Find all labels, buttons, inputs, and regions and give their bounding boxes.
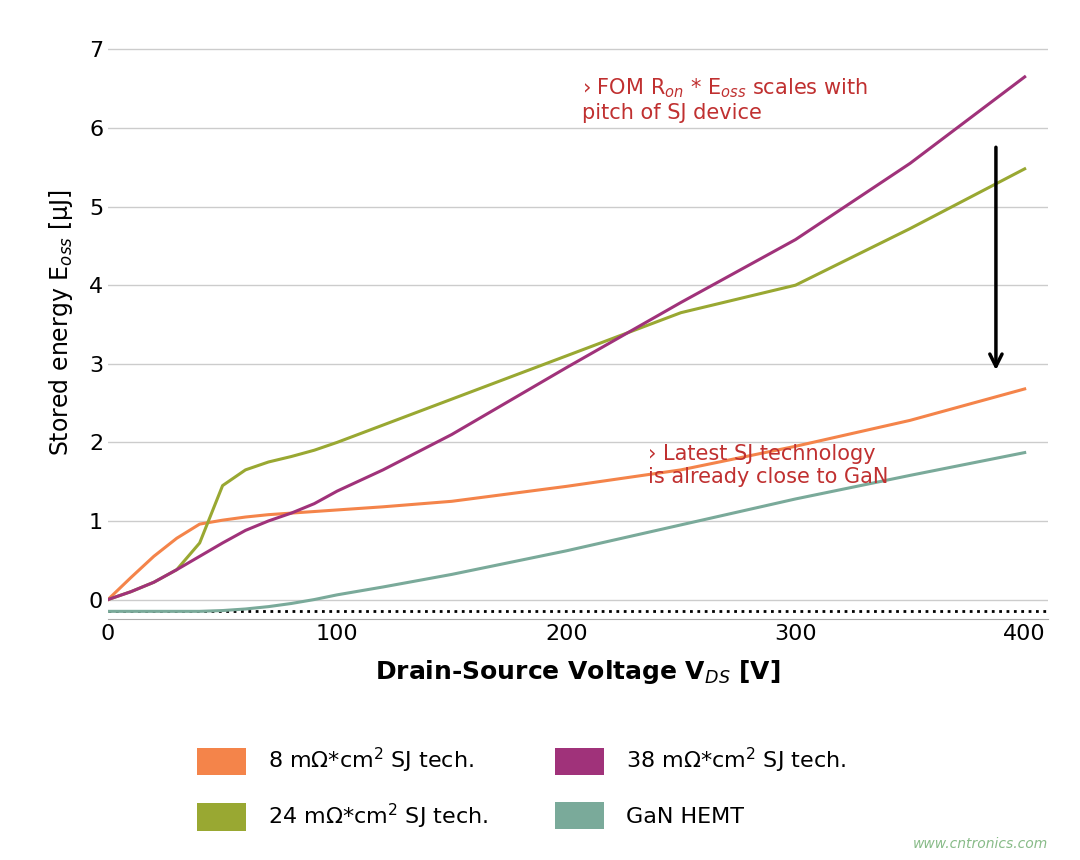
Y-axis label: Stored energy E$_{oss}$ [μJ]: Stored energy E$_{oss}$ [μJ] bbox=[48, 189, 75, 456]
X-axis label: Drain-Source Voltage V$_{DS}$ [V]: Drain-Source Voltage V$_{DS}$ [V] bbox=[375, 658, 781, 686]
Text: › FOM R$_{on}$ * E$_{oss}$ scales with
pitch of SJ device: › FOM R$_{on}$ * E$_{oss}$ scales with p… bbox=[582, 77, 868, 123]
Legend: 8 m$\Omega$*cm$^2$ SJ tech., 24 m$\Omega$*cm$^2$ SJ tech., 38 m$\Omega$*cm$^2$ S: 8 m$\Omega$*cm$^2$ SJ tech., 24 m$\Omega… bbox=[188, 737, 854, 840]
Text: › Latest SJ technology
is already close to GaN: › Latest SJ technology is already close … bbox=[648, 444, 889, 488]
Text: www.cntronics.com: www.cntronics.com bbox=[913, 838, 1048, 851]
